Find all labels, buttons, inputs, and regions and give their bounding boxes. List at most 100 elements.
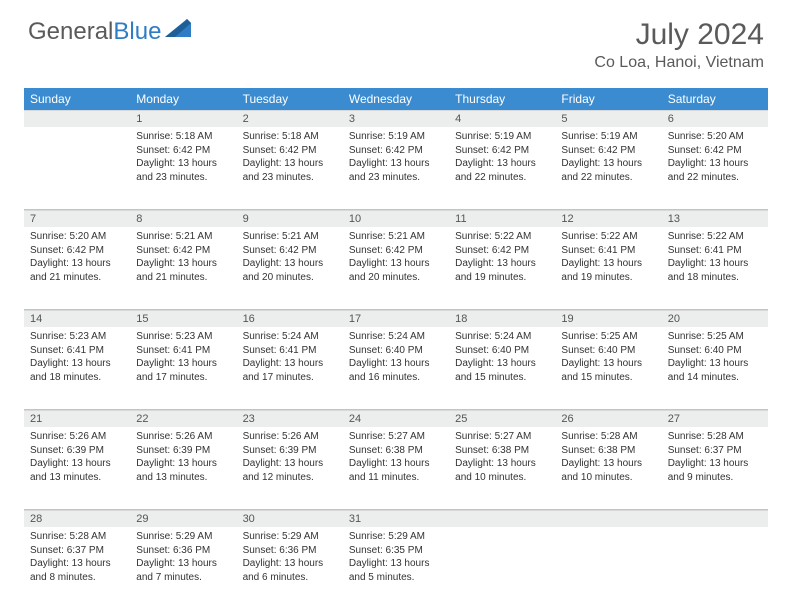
- day-body: Sunrise: 5:18 AMSunset: 6:42 PMDaylight:…: [237, 127, 343, 190]
- calendar-cell: Sunrise: 5:19 AMSunset: 6:42 PMDaylight:…: [449, 127, 555, 209]
- day-info-line: and 6 minutes.: [243, 571, 337, 585]
- day-number: 21: [24, 410, 130, 427]
- day-info-line: and 19 minutes.: [455, 271, 549, 285]
- day-body: Sunrise: 5:20 AMSunset: 6:42 PMDaylight:…: [24, 227, 130, 290]
- day-info-line: Sunset: 6:42 PM: [30, 244, 124, 258]
- day-info-line: Sunset: 6:40 PM: [561, 344, 655, 358]
- day-info-line: Sunset: 6:42 PM: [561, 144, 655, 158]
- day-info-line: Sunset: 6:42 PM: [455, 244, 549, 258]
- day-info-line: Daylight: 13 hours: [561, 257, 655, 271]
- day-info-line: and 11 minutes.: [349, 471, 443, 485]
- day-body: Sunrise: 5:22 AMSunset: 6:41 PMDaylight:…: [555, 227, 661, 290]
- day-info-line: Sunrise: 5:26 AM: [243, 430, 337, 444]
- day-header-cell: Sunday: [24, 88, 130, 110]
- day-header-cell: Monday: [130, 88, 236, 110]
- day-info-line: Sunset: 6:42 PM: [243, 244, 337, 258]
- day-number: 1: [130, 110, 236, 127]
- day-number: 26: [555, 410, 661, 427]
- day-number: 17: [343, 310, 449, 327]
- week-row: Sunrise: 5:20 AMSunset: 6:42 PMDaylight:…: [24, 227, 768, 309]
- day-body: Sunrise: 5:25 AMSunset: 6:40 PMDaylight:…: [555, 327, 661, 390]
- day-body: Sunrise: 5:28 AMSunset: 6:38 PMDaylight:…: [555, 427, 661, 490]
- day-info-line: and 5 minutes.: [349, 571, 443, 585]
- day-number-row: 28293031: [24, 510, 768, 527]
- day-info-line: Sunrise: 5:21 AM: [349, 230, 443, 244]
- day-info-line: Daylight: 13 hours: [349, 357, 443, 371]
- day-header-cell: Wednesday: [343, 88, 449, 110]
- day-info-line: and 20 minutes.: [243, 271, 337, 285]
- day-info-line: and 20 minutes.: [349, 271, 443, 285]
- day-info-line: Sunset: 6:42 PM: [136, 244, 230, 258]
- calendar-cell: Sunrise: 5:29 AMSunset: 6:36 PMDaylight:…: [130, 527, 236, 609]
- calendar-cell: Sunrise: 5:19 AMSunset: 6:42 PMDaylight:…: [555, 127, 661, 209]
- day-body: Sunrise: 5:29 AMSunset: 6:35 PMDaylight:…: [343, 527, 449, 590]
- day-number: 4: [449, 110, 555, 127]
- day-body: Sunrise: 5:22 AMSunset: 6:42 PMDaylight:…: [449, 227, 555, 290]
- day-info-line: Sunrise: 5:20 AM: [30, 230, 124, 244]
- day-info-line: Daylight: 13 hours: [243, 557, 337, 571]
- day-body: Sunrise: 5:18 AMSunset: 6:42 PMDaylight:…: [130, 127, 236, 190]
- day-info-line: Daylight: 13 hours: [349, 457, 443, 471]
- day-number-row: 78910111213: [24, 210, 768, 227]
- logo: GeneralBlue: [28, 18, 191, 46]
- day-info-line: Sunset: 6:39 PM: [30, 444, 124, 458]
- day-info-line: Sunset: 6:40 PM: [668, 344, 762, 358]
- day-header-cell: Thursday: [449, 88, 555, 110]
- day-info-line: and 10 minutes.: [455, 471, 549, 485]
- day-body: Sunrise: 5:28 AMSunset: 6:37 PMDaylight:…: [24, 527, 130, 590]
- day-body: Sunrise: 5:19 AMSunset: 6:42 PMDaylight:…: [343, 127, 449, 190]
- day-body: Sunrise: 5:24 AMSunset: 6:40 PMDaylight:…: [343, 327, 449, 390]
- day-info-line: Sunrise: 5:28 AM: [30, 530, 124, 544]
- calendar-cell: Sunrise: 5:22 AMSunset: 6:41 PMDaylight:…: [555, 227, 661, 309]
- day-number: [24, 110, 130, 127]
- day-info-line: and 21 minutes.: [136, 271, 230, 285]
- day-info-line: Sunrise: 5:26 AM: [30, 430, 124, 444]
- day-info-line: Sunset: 6:42 PM: [455, 144, 549, 158]
- day-header-cell: Saturday: [662, 88, 768, 110]
- day-info-line: Sunset: 6:38 PM: [349, 444, 443, 458]
- day-info-line: Daylight: 13 hours: [349, 257, 443, 271]
- day-info-line: Sunset: 6:40 PM: [349, 344, 443, 358]
- day-info-line: Daylight: 13 hours: [243, 257, 337, 271]
- day-info-line: Daylight: 13 hours: [455, 457, 549, 471]
- day-info-line: Daylight: 13 hours: [455, 157, 549, 171]
- day-number: 29: [130, 510, 236, 527]
- day-info-line: Sunrise: 5:18 AM: [136, 130, 230, 144]
- day-info-line: Sunrise: 5:20 AM: [668, 130, 762, 144]
- day-number: 20: [662, 310, 768, 327]
- logo-word1: General: [28, 18, 113, 45]
- day-body: Sunrise: 5:27 AMSunset: 6:38 PMDaylight:…: [343, 427, 449, 490]
- day-info-line: Daylight: 13 hours: [668, 257, 762, 271]
- day-info-line: Sunset: 6:36 PM: [243, 544, 337, 558]
- logo-icon: [165, 19, 191, 37]
- day-info-line: and 16 minutes.: [349, 371, 443, 385]
- day-number: 22: [130, 410, 236, 427]
- logo-text: GeneralBlue: [28, 18, 161, 46]
- day-number-row: 123456: [24, 110, 768, 127]
- day-info-line: Daylight: 13 hours: [243, 357, 337, 371]
- day-info-line: Sunset: 6:41 PM: [243, 344, 337, 358]
- day-info-line: Daylight: 13 hours: [561, 357, 655, 371]
- day-info-line: Sunrise: 5:29 AM: [349, 530, 443, 544]
- calendar-cell: Sunrise: 5:21 AMSunset: 6:42 PMDaylight:…: [343, 227, 449, 309]
- day-body: Sunrise: 5:24 AMSunset: 6:41 PMDaylight:…: [237, 327, 343, 390]
- day-number: 12: [555, 210, 661, 227]
- calendar-cell: [555, 527, 661, 609]
- day-info-line: Sunrise: 5:28 AM: [668, 430, 762, 444]
- title-block: July 2024 Co Loa, Hanoi, Vietnam: [594, 18, 764, 72]
- day-body: Sunrise: 5:24 AMSunset: 6:40 PMDaylight:…: [449, 327, 555, 390]
- day-info-line: and 7 minutes.: [136, 571, 230, 585]
- day-number: 6: [662, 110, 768, 127]
- day-info-line: and 15 minutes.: [455, 371, 549, 385]
- day-number: 15: [130, 310, 236, 327]
- day-header-cell: Tuesday: [237, 88, 343, 110]
- day-info-line: Sunset: 6:40 PM: [455, 344, 549, 358]
- day-info-line: and 9 minutes.: [668, 471, 762, 485]
- day-info-line: Daylight: 13 hours: [136, 157, 230, 171]
- day-info-line: Sunrise: 5:24 AM: [349, 330, 443, 344]
- day-info-line: and 17 minutes.: [243, 371, 337, 385]
- day-body: Sunrise: 5:19 AMSunset: 6:42 PMDaylight:…: [449, 127, 555, 190]
- calendar-cell: Sunrise: 5:21 AMSunset: 6:42 PMDaylight:…: [130, 227, 236, 309]
- day-info-line: Sunrise: 5:25 AM: [561, 330, 655, 344]
- day-info-line: Sunrise: 5:21 AM: [136, 230, 230, 244]
